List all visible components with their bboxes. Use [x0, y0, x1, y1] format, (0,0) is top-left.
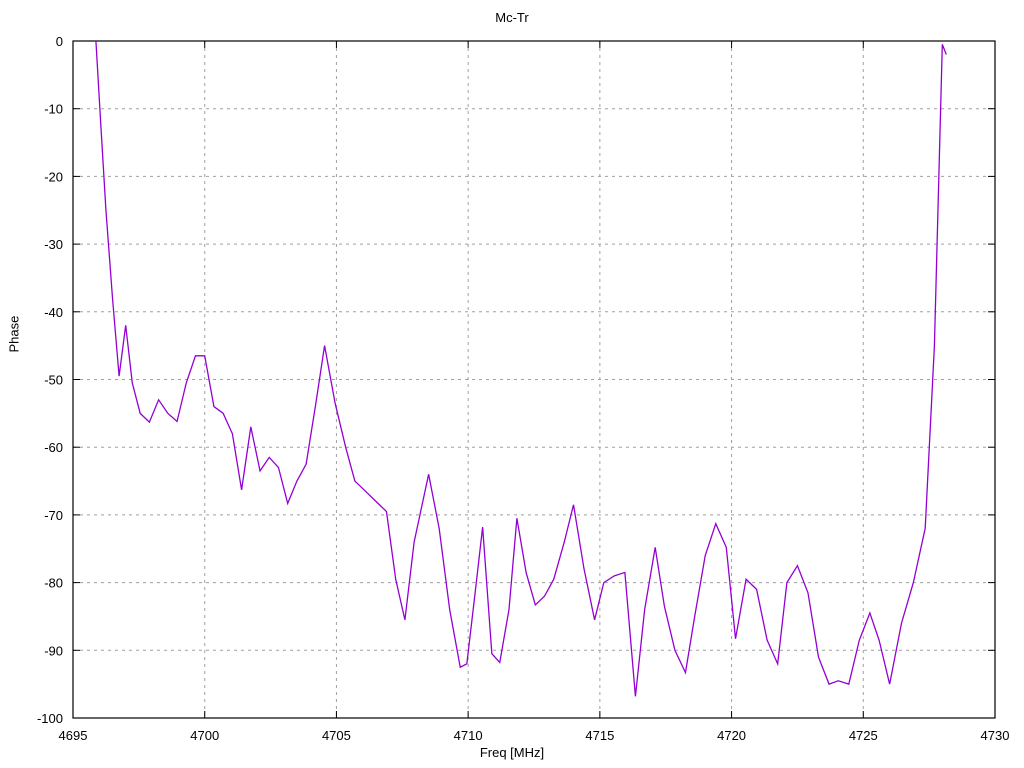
x-axis-label: Freq [MHz]: [479, 745, 545, 760]
svg-text:0: 0: [56, 34, 63, 49]
svg-text:-70: -70: [44, 508, 63, 523]
svg-text:4695: 4695: [59, 728, 88, 743]
data-series: [95, 40, 947, 697]
svg-text:4700: 4700: [190, 728, 219, 743]
tick-labels: 0 -10 -20 -30 -40 -50 -60 -70 -80 -90 -100 4695 4700…: [37, 34, 1009, 743]
plot-frame: [72, 40, 996, 719]
svg-text:4720: 4720: [717, 728, 746, 743]
svg-text:4715: 4715: [585, 728, 614, 743]
svg-text:-20: -20: [44, 169, 63, 184]
svg-text:4725: 4725: [849, 728, 878, 743]
svg-text:4710: 4710: [454, 728, 483, 743]
svg-text:-50: -50: [44, 373, 63, 388]
svg-text:-40: -40: [44, 305, 63, 320]
svg-text:-90: -90: [44, 643, 63, 658]
svg-text:-30: -30: [44, 237, 63, 252]
svg-text:4705: 4705: [322, 728, 351, 743]
svg-text:-100: -100: [37, 711, 63, 726]
svg-text:-10: -10: [44, 102, 63, 117]
svg-text:4730: 4730: [981, 728, 1010, 743]
chart-title: Mc-Tr: [495, 10, 529, 25]
axis-ticks: [72, 40, 996, 719]
grid-lines: [73, 41, 995, 718]
svg-text:-80: -80: [44, 576, 63, 591]
svg-text:-60: -60: [44, 440, 63, 455]
